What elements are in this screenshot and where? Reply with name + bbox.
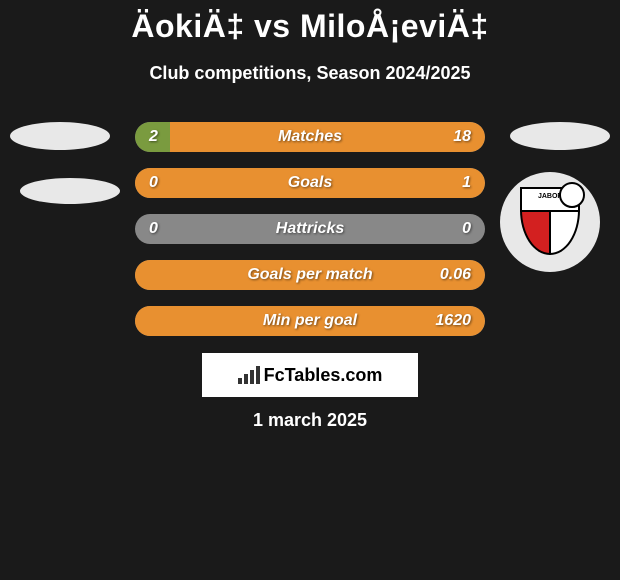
stat-right-value: 1	[462, 174, 471, 192]
stat-left-value: 0	[149, 174, 158, 192]
player-left-logo-2	[20, 178, 120, 204]
stat-label: Matches	[278, 128, 342, 146]
stat-right-value: 1620	[435, 312, 471, 330]
player-right-club-badge: JABOP	[500, 172, 600, 272]
fctables-attribution: FcTables.com	[202, 353, 418, 397]
player-left-logo-1	[10, 122, 110, 150]
comparison-subtitle: Club competitions, Season 2024/2025	[0, 63, 620, 84]
fctables-text: FcTables.com	[264, 365, 383, 386]
stat-row: Min per goal 1620	[135, 306, 485, 336]
stat-row: Goals per match 0.06	[135, 260, 485, 290]
club-shield-icon: JABOP	[520, 187, 580, 257]
stat-label: Goals per match	[247, 266, 372, 284]
stats-container: 2 Matches 18 0 Goals 1 0 Hattricks 0 Goals per ma…	[135, 122, 485, 352]
stat-row: 0 Goals 1	[135, 168, 485, 198]
stat-right-value: 0.06	[440, 266, 471, 284]
stat-row: 0 Hattricks 0	[135, 214, 485, 244]
stat-right-value: 18	[453, 128, 471, 146]
stat-label: Goals	[288, 174, 332, 192]
comparison-title: ÄokiÄ‡ vs MiloÅ¡eviÄ‡	[0, 0, 620, 45]
stat-label: Hattricks	[276, 220, 344, 238]
fctables-bars-icon	[238, 366, 260, 384]
stat-label: Min per goal	[263, 312, 357, 330]
stat-row: 2 Matches 18	[135, 122, 485, 152]
stat-left-value: 0	[149, 220, 158, 238]
comparison-date: 1 march 2025	[0, 410, 620, 431]
player-right-logo-1	[510, 122, 610, 150]
stat-right-value: 0	[462, 220, 471, 238]
stat-left-value: 2	[149, 128, 158, 146]
